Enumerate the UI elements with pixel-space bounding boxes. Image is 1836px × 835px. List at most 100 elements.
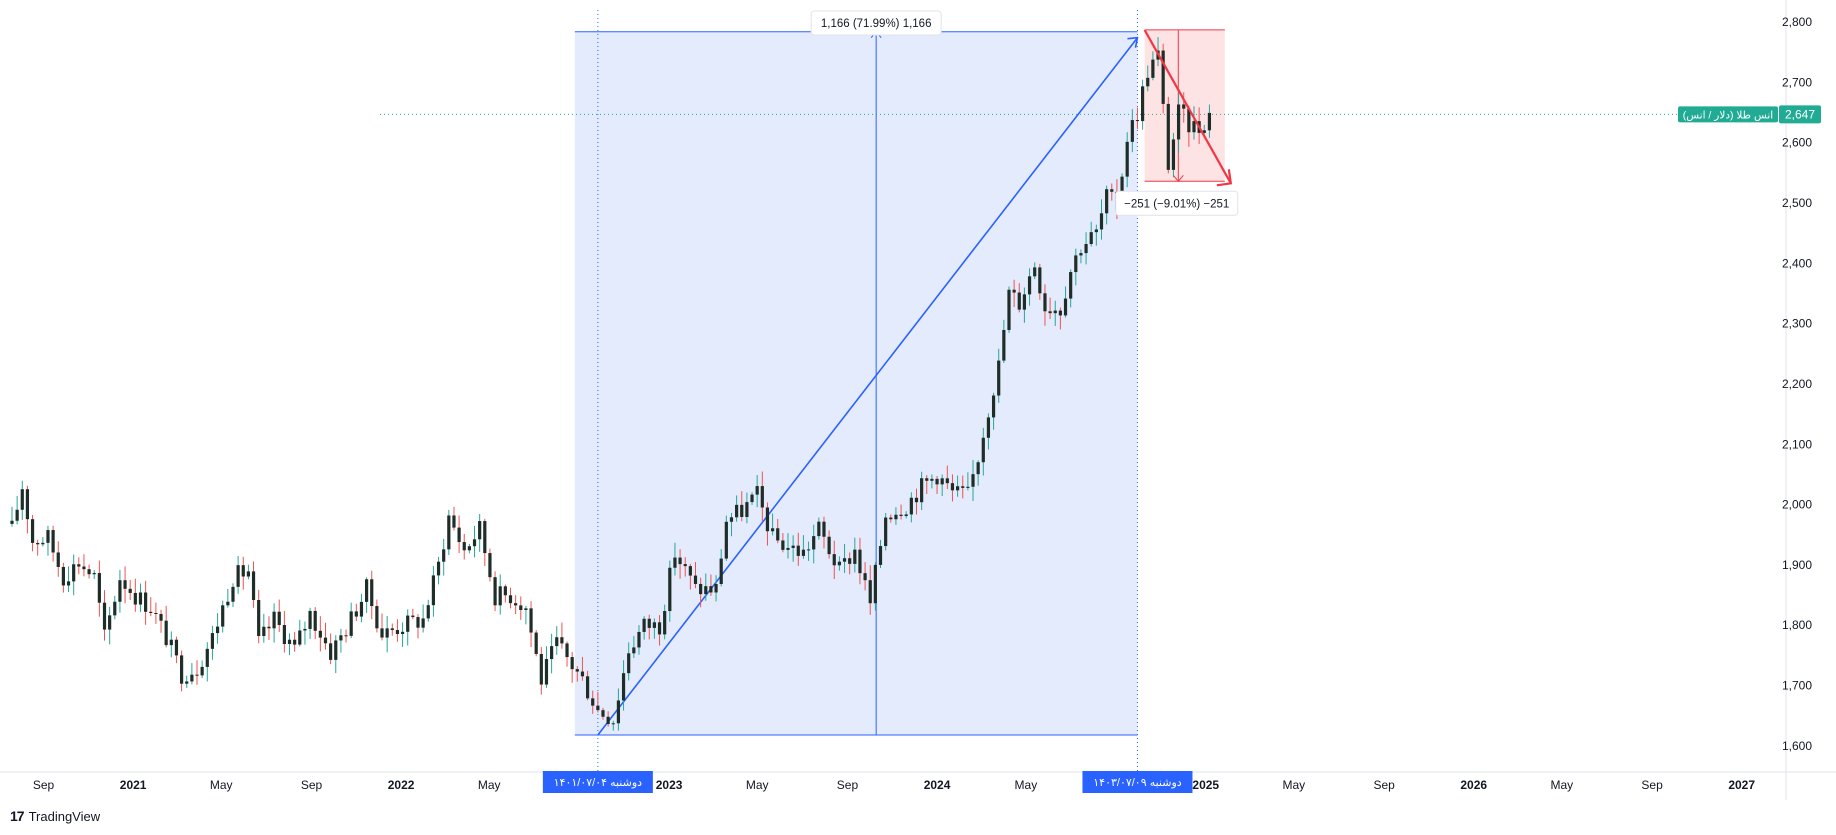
candle-body-7[interactable] [46,530,50,543]
candle-body-123[interactable] [642,618,646,632]
candle-body-156[interactable] [812,536,816,550]
candle-body-47[interactable] [251,571,256,600]
candle-body-78[interactable] [411,615,415,618]
candle-body-105[interactable] [550,646,554,660]
candle-body-204[interactable] [1058,310,1062,316]
candle-body-94[interactable] [493,577,497,606]
candle-body-136[interactable] [709,586,713,593]
candle-body-214[interactable] [1110,189,1114,192]
candle-body-133[interactable] [693,575,698,584]
candle-body-186[interactable] [966,486,970,488]
candle-body-42[interactable] [226,601,230,606]
candle-body-119[interactable] [621,673,626,701]
candle-body-191[interactable] [991,395,996,418]
candle-body-25[interactable] [138,592,143,605]
candle-body-26[interactable] [144,592,148,612]
candle-body-5[interactable] [36,542,40,545]
candle-body-8[interactable] [51,530,55,553]
candle-body-91[interactable] [478,521,482,540]
candle-body-142[interactable] [740,504,744,517]
candle-body-120[interactable] [627,653,631,674]
candle-body-117[interactable] [611,723,615,725]
candle-body-132[interactable] [688,566,692,576]
candle-body-227[interactable] [1176,104,1181,140]
candle-body-22[interactable] [123,580,127,589]
candle-body-220[interactable] [1141,86,1145,122]
candle-body-103[interactable] [539,653,543,685]
candle-body-77[interactable] [406,615,410,632]
candle-body-150[interactable] [781,540,785,550]
candle-body-1[interactable] [15,509,19,521]
candle-body-199[interactable] [1033,267,1037,277]
candle-body-12[interactable] [72,564,76,582]
candle-body-88[interactable] [462,542,466,551]
candle-body-44[interactable] [236,565,240,587]
candle-body-118[interactable] [616,700,621,724]
candle-body-198[interactable] [1027,276,1032,295]
candle-body-175[interactable] [909,497,913,515]
candle-body-173[interactable] [899,514,903,516]
candle-body-177[interactable] [920,478,924,503]
candle-body-80[interactable] [421,618,425,628]
candle-body-65[interactable] [344,635,348,637]
candle-body-68[interactable] [359,601,364,617]
candle-body-113[interactable] [591,698,595,706]
candle-body-54[interactable] [287,639,292,645]
candle-body-100[interactable] [524,608,528,610]
candle-body-56[interactable] [298,630,302,645]
candle-body-108[interactable] [565,643,569,658]
candle-body-86[interactable] [452,515,456,528]
candle-body-143[interactable] [745,502,749,517]
candle-body-102[interactable] [534,632,538,654]
candle-body-170[interactable] [884,517,888,547]
candle-body-16[interactable] [92,573,96,575]
candle-body-196[interactable] [1017,292,1021,310]
candle-body-73[interactable] [385,628,389,638]
candle-body-162[interactable] [842,558,847,562]
candle-body-59[interactable] [313,610,317,631]
candle-body-176[interactable] [914,497,919,503]
candle-body-34[interactable] [185,681,189,684]
candle-body-10[interactable] [61,566,65,586]
candle-body-9[interactable] [56,552,60,567]
candle-body-74[interactable] [390,628,394,631]
candle-body-166[interactable] [863,573,867,581]
candle-body-23[interactable] [128,588,132,593]
candle-body-164[interactable] [853,549,857,564]
candle-body-184[interactable] [956,486,960,491]
candle-body-114[interactable] [596,705,600,711]
candle-body-64[interactable] [339,635,343,641]
candle-body-57[interactable] [303,628,307,631]
candle-body-210[interactable] [1089,232,1093,245]
candle-body-98[interactable] [514,603,518,606]
candle-body-159[interactable] [827,536,831,555]
candle-body-51[interactable] [272,611,276,629]
candle-body-157[interactable] [817,521,821,537]
candle-body-126[interactable] [657,622,662,635]
candle-body-52[interactable] [277,611,281,625]
candle-body-13[interactable] [77,564,81,567]
candle-body-17[interactable] [97,573,101,603]
candle-body-140[interactable] [729,517,734,522]
candle-body-147[interactable] [765,507,770,532]
candle-body-107[interactable] [560,637,564,644]
candle-body-35[interactable] [190,674,194,682]
candle-body-163[interactable] [848,558,852,564]
candle-body-141[interactable] [735,504,739,518]
candle-body-32[interactable] [174,639,179,656]
candle-body-115[interactable] [601,710,605,717]
candle-body-167[interactable] [868,580,872,604]
candle-body-230[interactable] [1192,121,1196,133]
candle-body-28[interactable] [154,612,158,614]
candle-body-134[interactable] [699,583,703,595]
candle-body-151[interactable] [786,547,790,550]
candle-body-194[interactable] [1007,289,1011,330]
candle-body-128[interactable] [668,567,672,612]
candle-body-84[interactable] [442,549,446,562]
candle-body-185[interactable] [961,486,965,488]
gold-price-chart[interactable]: 1,166 (71.99%) 1,166 −251 (−9.01%) −251 1,… [0,0,1836,800]
candle-body-39[interactable] [210,633,215,649]
candle-body-55[interactable] [293,639,297,645]
candle-body-161[interactable] [837,561,841,566]
